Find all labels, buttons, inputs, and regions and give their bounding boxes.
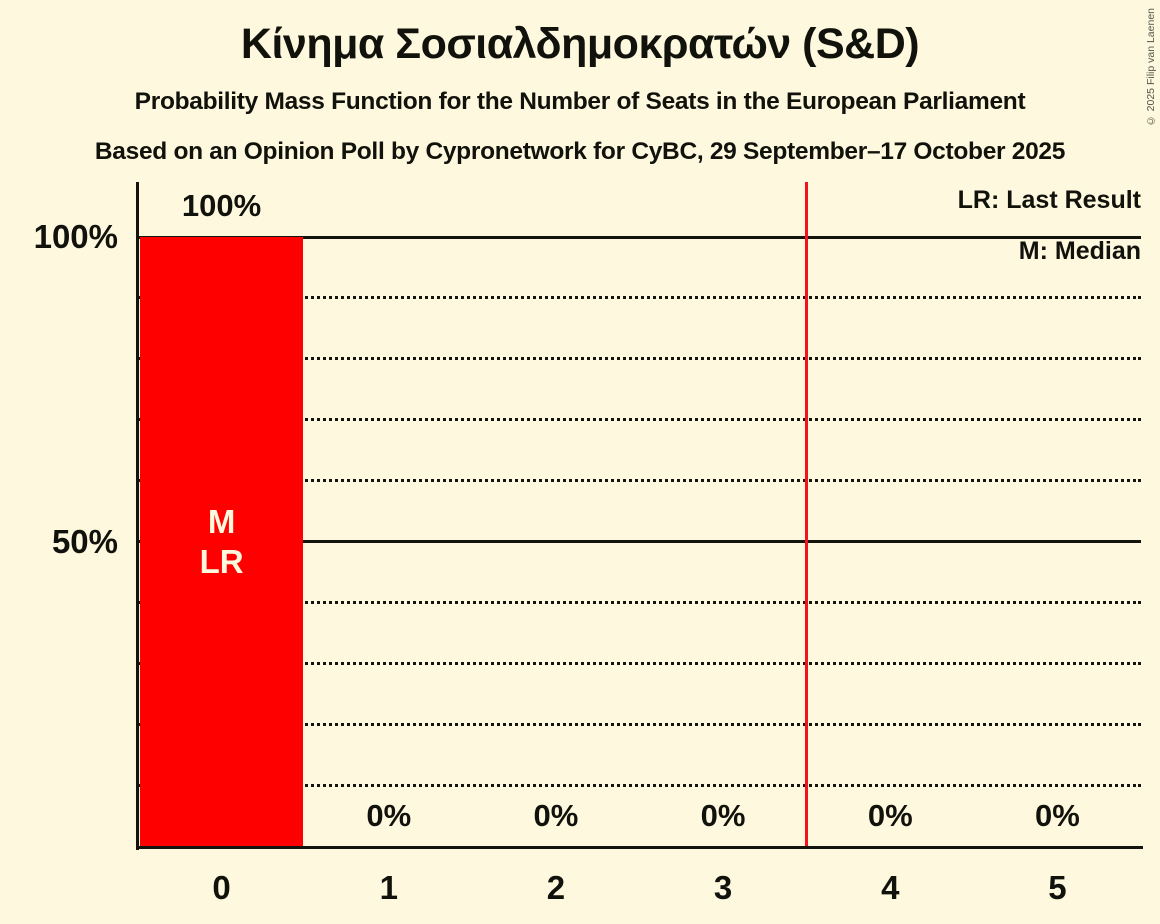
y-axis-line <box>136 182 139 850</box>
chart-subtitle: Probability Mass Function for the Number… <box>134 88 1026 115</box>
bar-value-label-4: 0% <box>867 797 913 833</box>
gridline-dotted-30pct <box>138 662 1141 666</box>
bar-value-label-1: 0% <box>366 797 412 833</box>
gridline-dotted-10pct <box>138 784 1141 788</box>
x-axis-line <box>136 845 1143 849</box>
bar-value-label-5: 0% <box>1035 797 1080 833</box>
y-tick-label-50pct: 50% <box>51 522 118 560</box>
gridline-dotted-90pct <box>138 296 1141 300</box>
gridline-dotted-60pct <box>138 479 1141 483</box>
chart-title: Κίνημα Σοσιαλδημοκρατών (S&D) <box>240 20 920 68</box>
bar-value-label-3: 0% <box>700 797 746 833</box>
gridline-dotted-20pct <box>138 723 1141 727</box>
bar-value-label-0: 100% <box>181 188 262 223</box>
x-tick-label-3: 3 <box>713 869 733 906</box>
gridline-solid-50pct <box>138 540 1141 544</box>
bar-value-label-2: 0% <box>533 797 579 833</box>
legend-median: M: Median <box>1018 237 1141 265</box>
gridline-dotted-70pct <box>138 418 1141 422</box>
x-tick-label-5: 5 <box>1048 869 1067 906</box>
gridline-dotted-40pct <box>138 601 1141 605</box>
x-tick-label-0: 0 <box>212 869 231 906</box>
legend-last-result: LR: Last Result <box>957 186 1141 214</box>
x-tick-label-1: 1 <box>379 869 398 906</box>
gridline-solid-100pct <box>138 235 1141 239</box>
y-tick-label-100pct: 100% <box>33 218 118 255</box>
bar-seats-0 <box>140 237 304 847</box>
median-last-result-label: M LR <box>199 502 244 580</box>
gridline-dotted-80pct <box>138 357 1141 361</box>
last-result-line <box>805 182 809 849</box>
x-tick-label-4: 4 <box>881 869 900 906</box>
chart-poll-note: Based on an Opinion Poll by Cypronetwork… <box>94 138 1066 165</box>
x-tick-label-2: 2 <box>546 869 566 906</box>
copyright-notice: © 2025 Filip van Laenen <box>1145 8 1157 127</box>
